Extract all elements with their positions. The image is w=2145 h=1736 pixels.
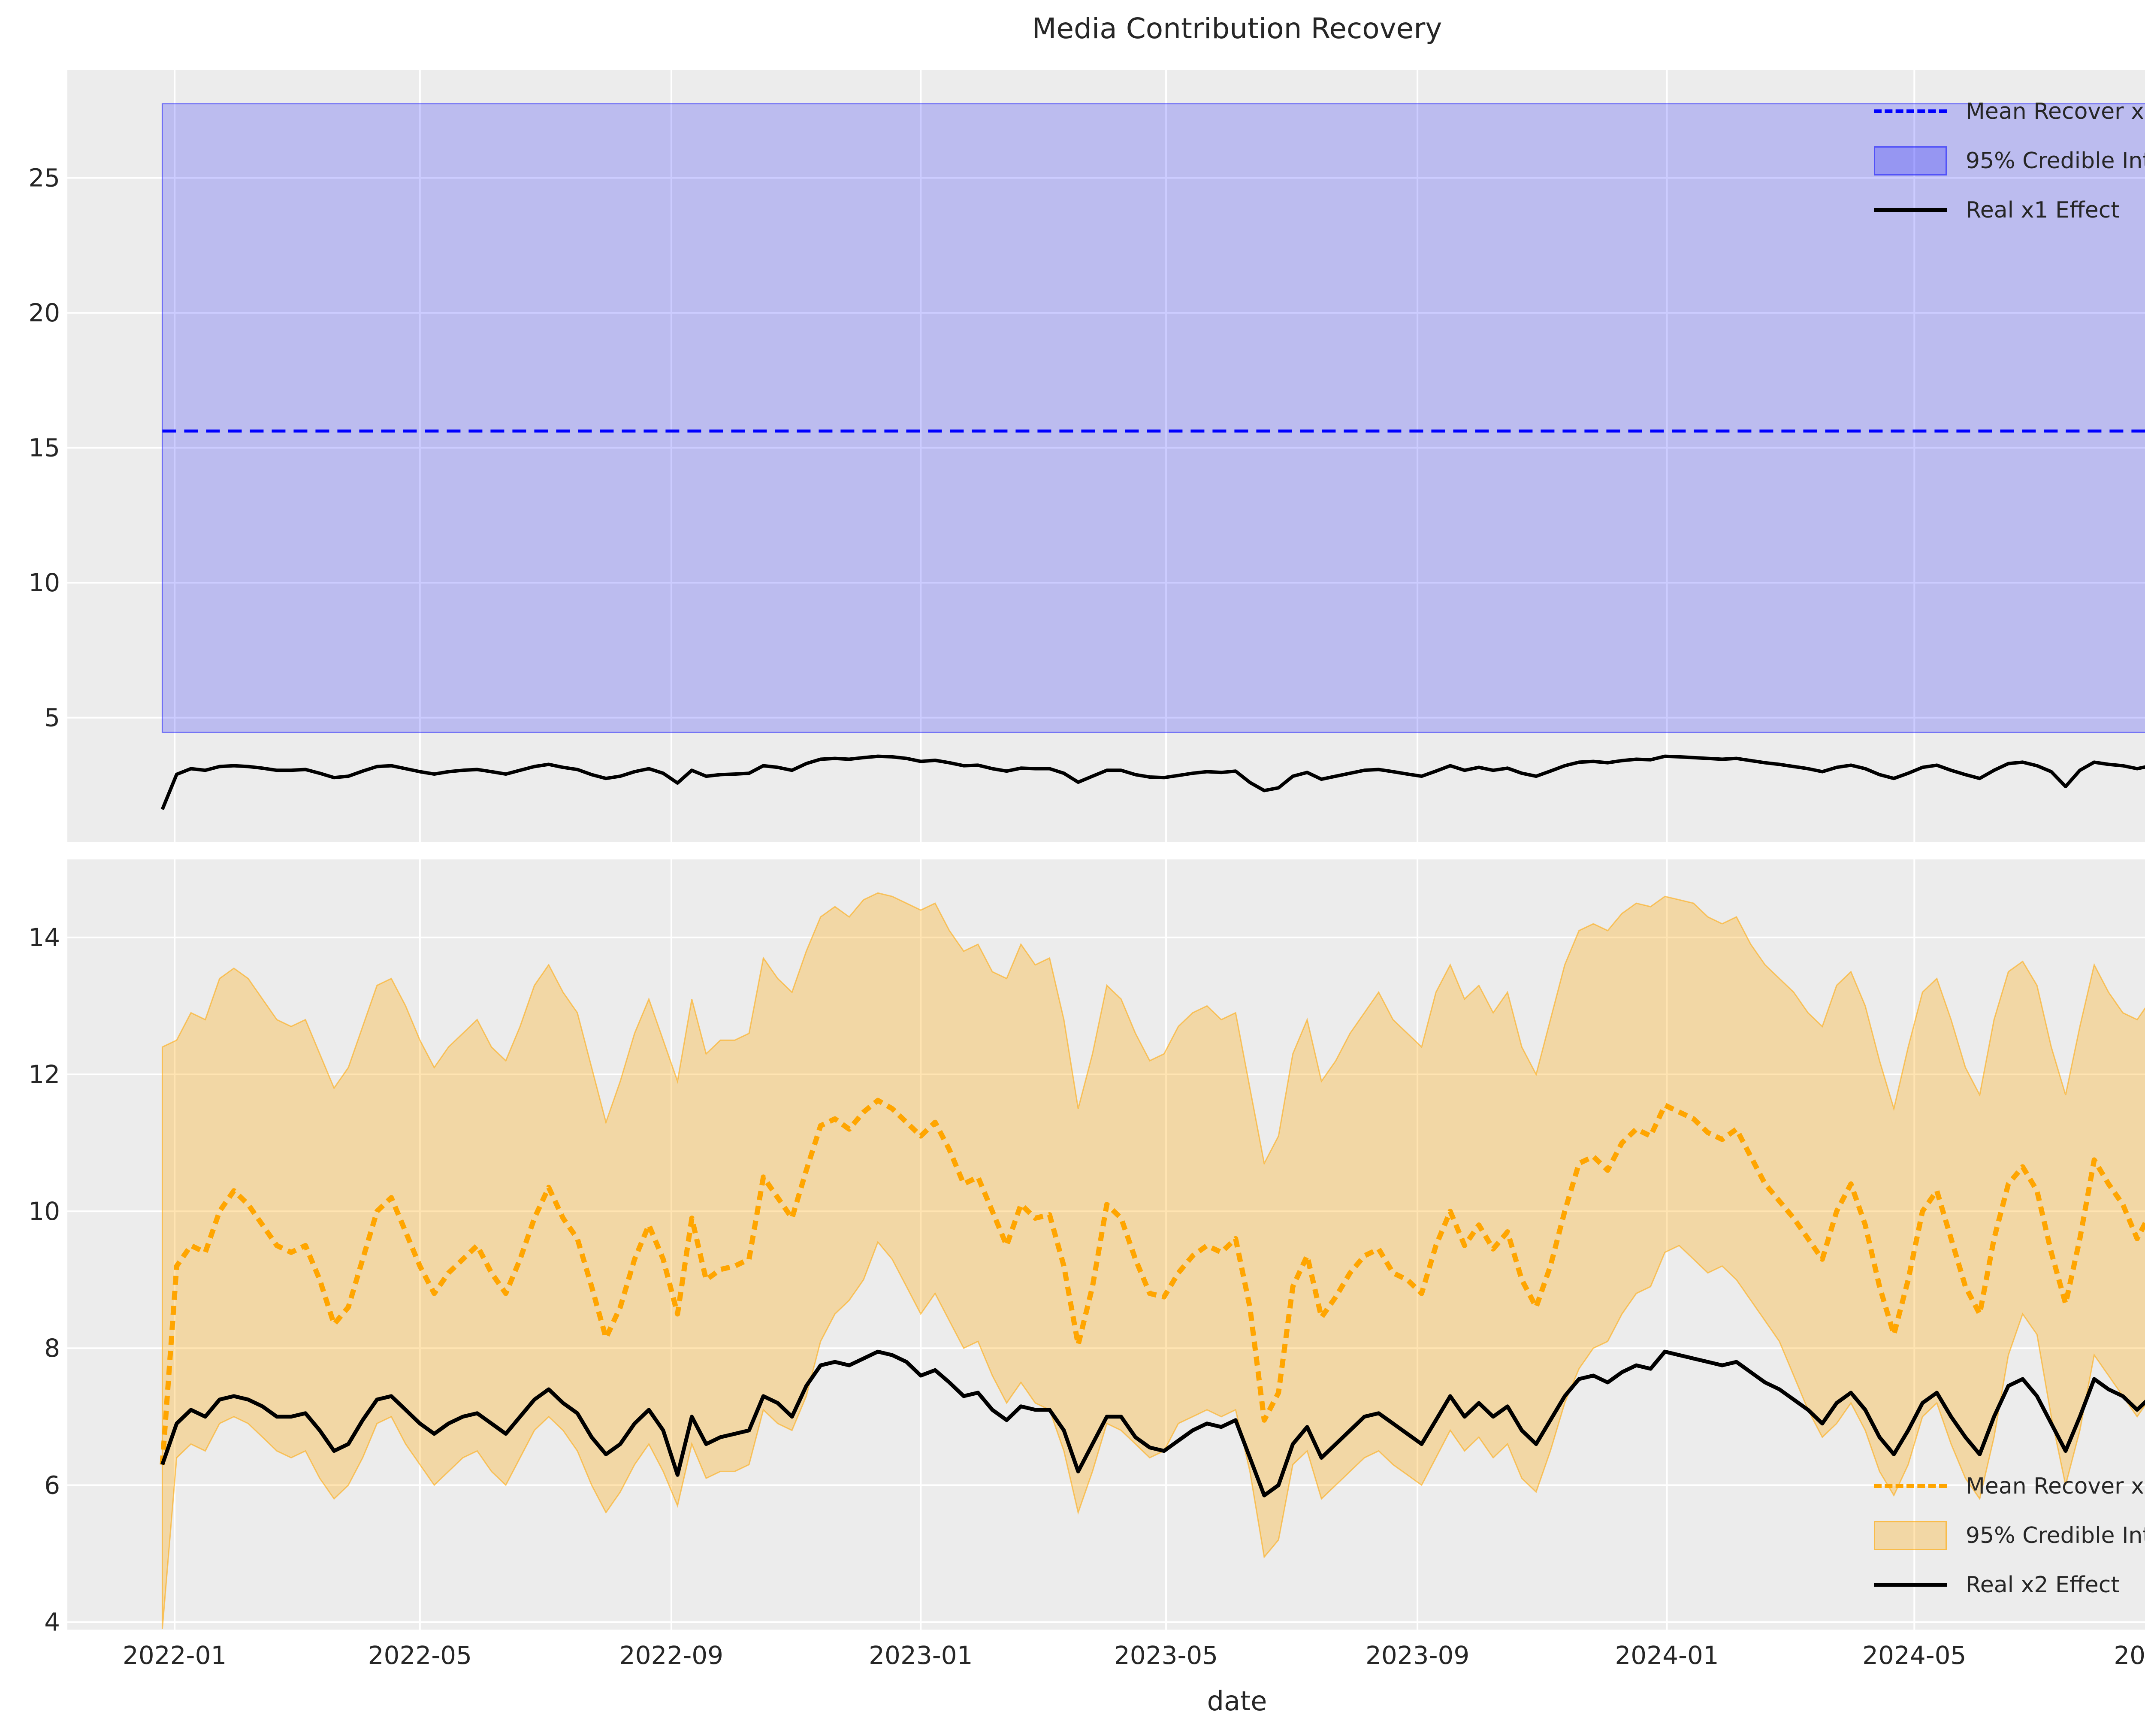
y-tick-label: 12 [28, 1060, 60, 1089]
x-tick-label: 2024-05 [1862, 1641, 1966, 1670]
solid-line-swatch-icon [1874, 1583, 1947, 1587]
legend-item: Mean Recover x2 Effect [1874, 1461, 2145, 1511]
y-tick-label: 4 [44, 1607, 60, 1636]
y-tick-label: 10 [28, 1197, 60, 1226]
x-tick-label: 2022-01 [123, 1641, 227, 1670]
x-tick-label: 2023-05 [1114, 1641, 1218, 1670]
y-tick-label: 25 [28, 163, 60, 193]
legend-item: Real x1 Effect [1874, 185, 2145, 235]
x-tick-label: 2023-09 [1366, 1641, 1469, 1670]
y-tick-label: 8 [44, 1334, 60, 1363]
legend-item: Real x2 Effect [1874, 1560, 2145, 1609]
legend-x1: Mean Recover x1 Effect 95% Credible Inter… [1874, 87, 2145, 235]
series-mean-recover-x2-effect [160, 1098, 2145, 1465]
series-real-x2-effect [160, 1349, 2145, 1497]
legend-item-label: Real x2 Effect [1966, 1572, 2120, 1598]
axes-x1: 5 10 15 20 25 [28, 70, 2145, 842]
legend-item: 95% Credible Interval [1874, 136, 2145, 185]
x-tick-label: 2024-01 [1615, 1641, 1719, 1670]
dashed-line-swatch-icon [1874, 109, 1947, 113]
x-tick-label: 2022-05 [368, 1641, 472, 1670]
y-tick-label: 20 [28, 298, 60, 327]
y-tick-label: 6 [44, 1470, 60, 1500]
chart-title: Media Contribution Recovery [1032, 12, 1442, 45]
series-real-x1-effect [160, 754, 2145, 811]
legend-item-label: Mean Recover x1 Effect [1966, 98, 2145, 124]
legend-item-label: Real x1 Effect [1966, 197, 2120, 223]
interval-patch-swatch-icon [1874, 1521, 1947, 1550]
dashed-line-swatch-icon [1874, 1484, 1947, 1488]
band-95-credible-interval [161, 892, 2145, 1629]
x-axis-label: date [1207, 1685, 1267, 1717]
y-tick-label: 5 [44, 703, 60, 732]
x-tick-label: 2023-01 [869, 1641, 973, 1670]
axes-background [67, 70, 2145, 842]
y-tick-label: 10 [28, 568, 60, 597]
legend-item: Mean Recover x1 Effect [1874, 87, 2145, 136]
y-tick-label: 14 [28, 923, 60, 952]
x-tick-label: 2022-09 [619, 1641, 723, 1670]
axes-x2: 4 6 8 10 12 14 2022-01 2022-05 2022-09 2023-01 202… [28, 859, 2145, 1670]
interval-patch-swatch-icon [1874, 146, 1947, 175]
legend-item-label: 95% Credible Interval [1966, 148, 2145, 174]
legend-item: 95% Credible Interval [1874, 1511, 2145, 1560]
x-tick-label: 2024-09 [2114, 1641, 2145, 1670]
legend-x2: Mean Recover x2 Effect 95% Credible Inter… [1874, 1461, 2145, 1609]
band-95-credible-interval [161, 103, 2145, 733]
legend-item-label: Mean Recover x2 Effect [1966, 1473, 2145, 1499]
solid-line-swatch-icon [1874, 208, 1947, 212]
legend-item-label: 95% Credible Interval [1966, 1522, 2145, 1548]
y-tick-label: 15 [28, 433, 60, 463]
